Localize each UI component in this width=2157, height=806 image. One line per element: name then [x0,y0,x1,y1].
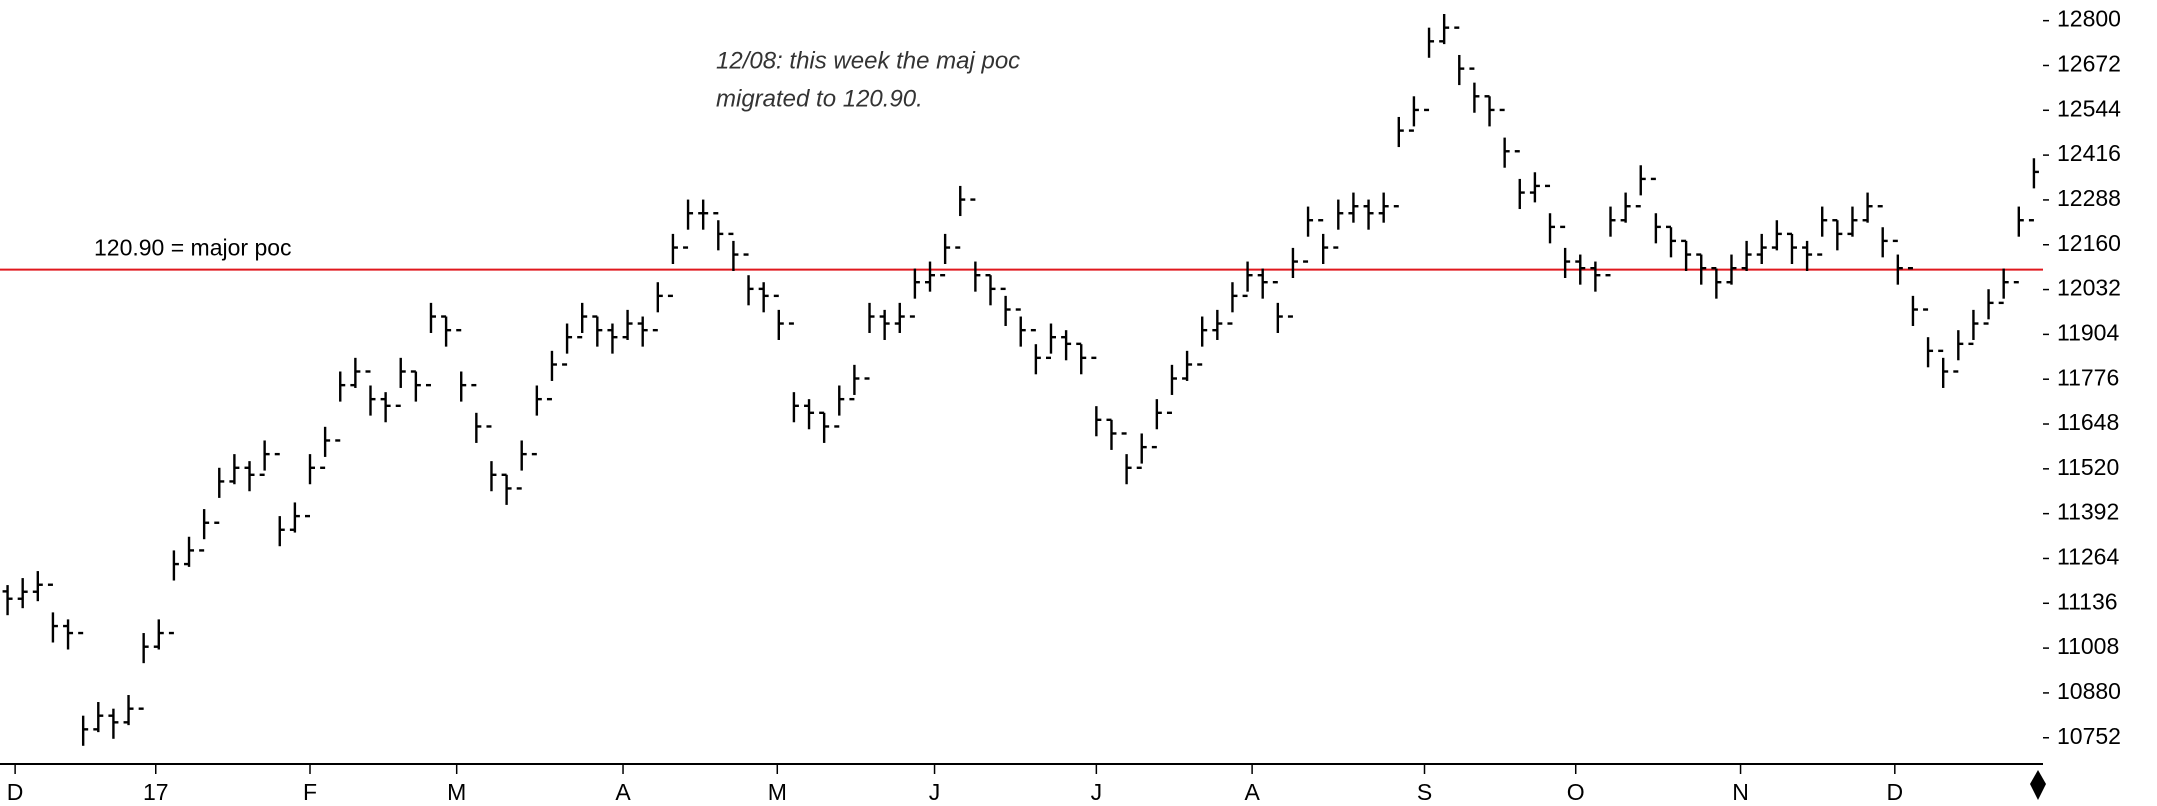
y-tick-label: 12032 [2057,275,2121,301]
y-tick-label: 11776 [2057,364,2119,390]
y-tick-label: 12416 [2057,140,2121,166]
x-tick-label: D [1886,779,1903,805]
x-tick-label: S [1417,779,1432,805]
y-tick-label: 11264 [2057,544,2119,570]
last-marker [2030,770,2046,800]
annotation: migrated to 120.90. [716,85,923,112]
x-tick-label: J [929,779,941,805]
annotation: 12/08: this week the maj poc [716,47,1020,74]
y-tick-label: 12160 [2057,230,2121,256]
x-tick-label: F [303,779,317,805]
y-tick-label: 10752 [2057,723,2121,749]
y-tick-label: 10880 [2057,678,2121,704]
y-tick-label: 11136 [2057,588,2118,614]
x-tick-label: A [615,779,631,805]
x-tick-label: D [7,779,24,805]
y-tick-label: 12672 [2057,51,2121,77]
x-tick-label: N [1732,779,1749,805]
x-tick-label: O [1567,779,1585,805]
reference-label: 120.90 = major poc [94,235,292,261]
y-tick-label: 11392 [2057,499,2119,525]
x-tick-label: M [447,779,466,805]
y-tick-label: 11520 [2057,454,2119,480]
y-tick-label: 12288 [2057,185,2121,211]
x-tick-label: J [1091,779,1103,805]
x-tick-label: M [768,779,787,805]
y-tick-label: 12800 [2057,6,2121,32]
y-tick-label: 11008 [2057,633,2119,659]
y-tick-label: 11648 [2057,409,2119,435]
y-tick-label: 12544 [2057,95,2121,121]
x-tick-label: A [1244,779,1260,805]
y-tick-label: 11904 [2057,319,2119,345]
x-tick-label: 17 [143,779,169,805]
